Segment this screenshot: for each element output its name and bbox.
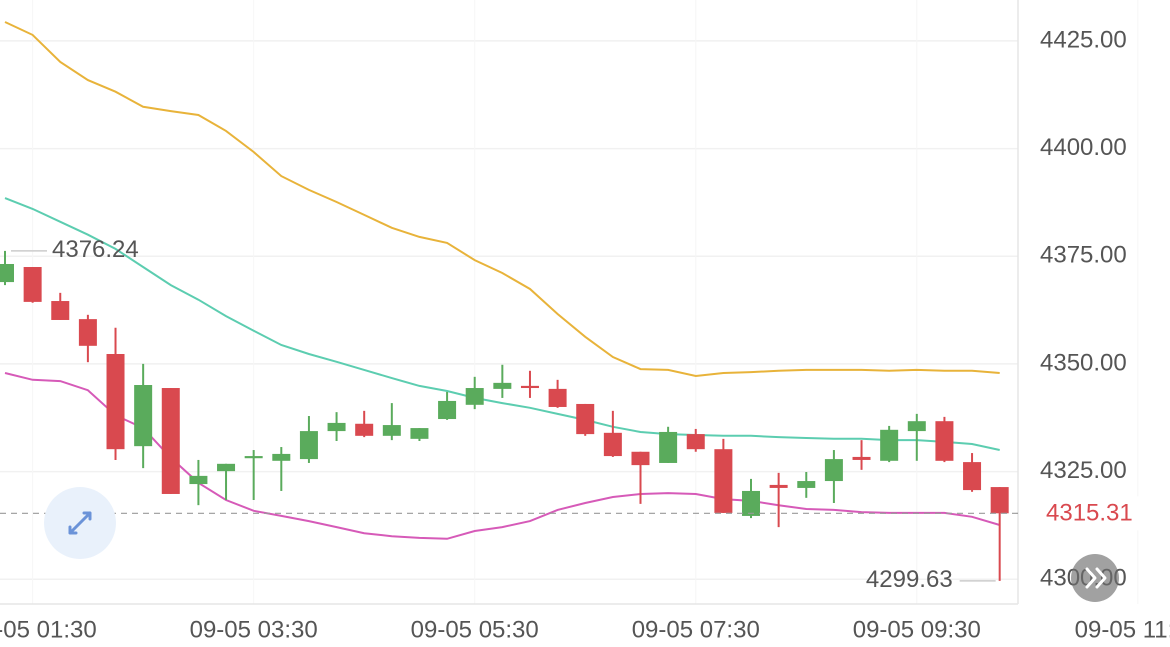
candle-body [686, 434, 705, 450]
band-line [4, 21, 1000, 378]
x-tick-label: 09-05 11:30 [1075, 616, 1170, 643]
candle-body [797, 481, 816, 488]
candle-body [51, 301, 70, 320]
max-label: 4376.24 [52, 236, 139, 263]
candle-body [244, 456, 263, 459]
candle-body [880, 429, 899, 461]
candle-body [78, 319, 97, 346]
candle-body [659, 431, 678, 463]
x-tick-label: 09-05 05:30 [411, 616, 539, 643]
candle-body [410, 428, 429, 439]
candle-body [189, 475, 208, 485]
candle-body [963, 462, 982, 491]
candle-body [438, 400, 457, 420]
scroll-latest-icon[interactable] [1085, 567, 1107, 589]
x-tick-label: 09-05 09:30 [853, 616, 981, 643]
candle-body [134, 385, 153, 447]
candle-body [327, 422, 346, 432]
candle-body [355, 423, 374, 436]
x-tick-label: 09-05 01:30 [0, 616, 97, 643]
candle-body [272, 453, 291, 461]
plot [0, 21, 1009, 581]
candle-body [382, 425, 401, 436]
y-tick-label: 4425.00 [1040, 26, 1127, 53]
candle-body [465, 388, 484, 405]
expand-icon[interactable] [68, 511, 92, 535]
candle-body [742, 490, 761, 516]
expand-button[interactable] [44, 487, 116, 559]
candle-body [714, 449, 733, 513]
candle-body [631, 451, 650, 466]
candle-body [23, 267, 42, 302]
last-price-bg [1030, 496, 1158, 531]
y-tick-label: 4400.00 [1040, 134, 1127, 161]
candle-body [161, 388, 180, 494]
labels: 4300.004325.004350.004375.004400.004425.… [0, 26, 1170, 643]
candle-body [935, 421, 954, 461]
candle-body [852, 456, 871, 460]
x-tick-label: 09-05 03:30 [190, 616, 318, 643]
candle-body [106, 354, 125, 450]
candle-body [603, 432, 622, 457]
scroll-latest-button[interactable] [1071, 554, 1119, 602]
candle-body [299, 431, 318, 460]
y-tick-label: 4375.00 [1040, 242, 1127, 269]
x-tick-label: 09-05 07:30 [632, 616, 760, 643]
candle-body [907, 421, 926, 432]
band-line [4, 197, 1000, 451]
y-tick-label: 4325.00 [1040, 457, 1127, 484]
candle-body [548, 388, 567, 407]
candle-body [769, 484, 788, 488]
candle-body [493, 382, 512, 389]
candle-body [0, 263, 14, 283]
y-tick-label: 4350.00 [1040, 349, 1127, 376]
last-price-label: 4315.31 [1046, 500, 1133, 527]
candle-body [217, 463, 236, 472]
candle-body [824, 459, 843, 482]
candle-body [520, 385, 539, 389]
min-label: 4299.63 [866, 566, 953, 593]
candle-body [990, 487, 1009, 514]
candle-body [576, 403, 595, 435]
